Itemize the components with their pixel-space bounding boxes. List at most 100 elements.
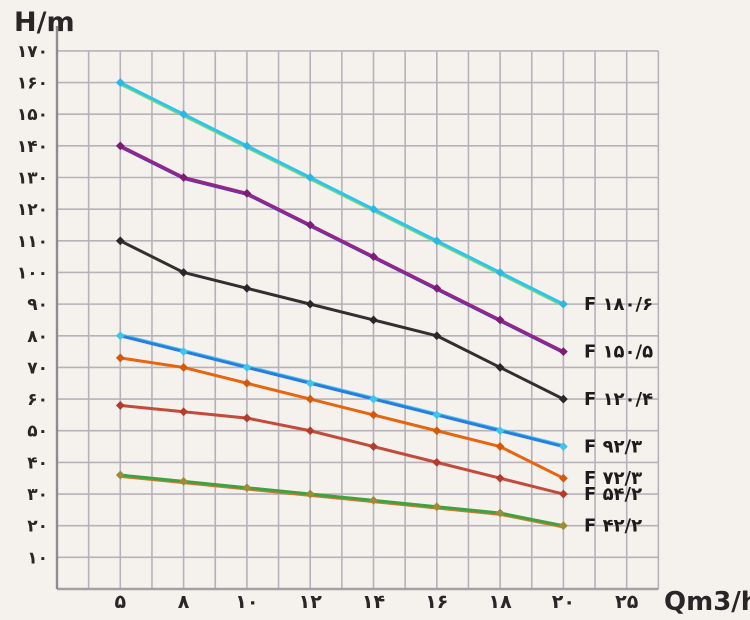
series-label: F ۴۲/۲ xyxy=(584,516,642,537)
series-label: F ۱۸۰/۶ xyxy=(584,294,653,315)
series-line xyxy=(118,356,565,480)
series-point-marker xyxy=(179,109,188,119)
series-point-marker xyxy=(432,283,442,293)
x-tick-label: ۱۰ xyxy=(235,591,258,613)
y-tick-label: ۴۰ xyxy=(27,453,48,473)
y-tick-label: ۱۰۰ xyxy=(17,263,48,283)
series-point-marker xyxy=(179,407,188,417)
x-tick-label: ۱۲ xyxy=(299,591,323,613)
series-point-marker xyxy=(559,347,568,357)
series-point-marker xyxy=(305,394,315,404)
series-point-marker xyxy=(242,363,252,372)
series-point-marker xyxy=(369,442,378,451)
series-point-marker xyxy=(242,378,252,388)
y-tick-label: ۷۰ xyxy=(27,358,48,378)
series-point-marker xyxy=(495,508,505,518)
series-label: F ۱۲۰/۴ xyxy=(584,389,653,410)
series-point-marker xyxy=(432,410,442,420)
series-label: F ۹۲/۳ xyxy=(584,437,642,458)
series-point-marker xyxy=(559,473,568,483)
series-point-marker xyxy=(305,489,315,499)
x-tick-label: ۱۶ xyxy=(425,591,448,613)
series-point-marker xyxy=(369,495,378,505)
series-point-marker xyxy=(495,442,505,451)
series-point-marker xyxy=(242,283,252,293)
y-tick-label: ۵۰ xyxy=(27,422,48,442)
x-tick-label: ۱۴ xyxy=(362,591,385,613)
series-point-marker xyxy=(242,483,252,493)
series-point-marker xyxy=(369,315,378,325)
series-line xyxy=(118,403,565,496)
series-point-marker xyxy=(115,331,125,341)
series-point-marker xyxy=(432,457,442,467)
y-tick-label: ۳۰ xyxy=(27,485,48,505)
series-point-marker xyxy=(242,188,252,198)
series-point-marker xyxy=(559,442,568,451)
series-point-marker xyxy=(179,476,188,486)
series-point-marker xyxy=(115,236,125,246)
series-companion-line xyxy=(119,475,565,529)
series-line xyxy=(118,239,565,401)
x-tick-label: ۱۸ xyxy=(488,591,512,613)
x-tick-label: ۸ xyxy=(178,591,190,613)
series-point-marker xyxy=(495,315,505,325)
y-tick-label: ۲۰ xyxy=(27,517,48,537)
series-point-marker xyxy=(115,401,125,410)
series-line xyxy=(118,334,565,449)
series-point-marker xyxy=(179,363,188,372)
series-point-marker xyxy=(495,473,505,483)
series-point-marker xyxy=(115,353,125,363)
series-point-marker xyxy=(432,502,442,512)
series-point-marker xyxy=(369,204,378,214)
y-tick-label: ۱۴۰ xyxy=(17,137,48,157)
series-point-marker xyxy=(242,413,252,423)
series-line xyxy=(118,473,565,528)
y-axis-title: H/m xyxy=(14,7,75,38)
series-point-marker xyxy=(179,173,188,182)
series-point-marker xyxy=(115,470,125,480)
series-line xyxy=(118,81,565,306)
series-point-marker xyxy=(179,347,188,357)
y-tick-label: ۹۰ xyxy=(27,295,48,315)
series-point-marker xyxy=(115,78,125,87)
series-point-marker xyxy=(559,521,568,531)
series-point-marker xyxy=(559,489,568,499)
series-point-marker xyxy=(242,141,252,151)
y-tick-label: ۱۲۰ xyxy=(17,200,48,220)
series-point-marker xyxy=(305,299,315,309)
series-point-marker xyxy=(115,141,125,151)
series-point-marker xyxy=(559,394,568,404)
y-tick-label: ۱۵۰ xyxy=(17,105,48,125)
series-point-marker xyxy=(495,268,505,277)
x-tick-label: ۵ xyxy=(114,591,126,613)
y-tick-label: ۸۰ xyxy=(27,327,48,347)
series-point-marker xyxy=(559,299,568,309)
series-point-marker xyxy=(179,268,188,277)
x-tick-label: ۲۵ xyxy=(615,591,639,613)
y-tick-label: ۶۰ xyxy=(27,390,48,410)
series-point-marker xyxy=(369,410,378,420)
series-point-marker xyxy=(432,426,442,436)
series-line xyxy=(118,144,565,354)
series-point-marker xyxy=(305,173,315,182)
x-axis-title: Qm3/h xyxy=(664,587,750,617)
series-point-marker xyxy=(305,378,315,388)
y-tick-label: ۱۷۰ xyxy=(17,42,48,62)
series-label: F ۷۲/۳ xyxy=(584,468,642,489)
series-label: F ۵۴/۲ xyxy=(584,484,642,505)
y-tick-label: ۱۶۰ xyxy=(17,74,48,94)
y-tick-label: ۱۳۰ xyxy=(17,169,48,189)
series-companion-line xyxy=(119,83,565,308)
series-point-marker xyxy=(369,252,378,262)
x-tick-label: ۲۰ xyxy=(552,591,575,613)
series-companion-line xyxy=(119,333,565,446)
series-point-marker xyxy=(495,363,505,372)
series-point-marker xyxy=(369,394,378,404)
y-tick-label: ۱۱۰ xyxy=(17,232,48,252)
series-point-marker xyxy=(432,331,442,341)
series-label: F ۱۵۰/۵ xyxy=(584,342,653,363)
y-tick-label: ۱۰ xyxy=(27,548,48,568)
series-point-marker xyxy=(495,426,505,436)
